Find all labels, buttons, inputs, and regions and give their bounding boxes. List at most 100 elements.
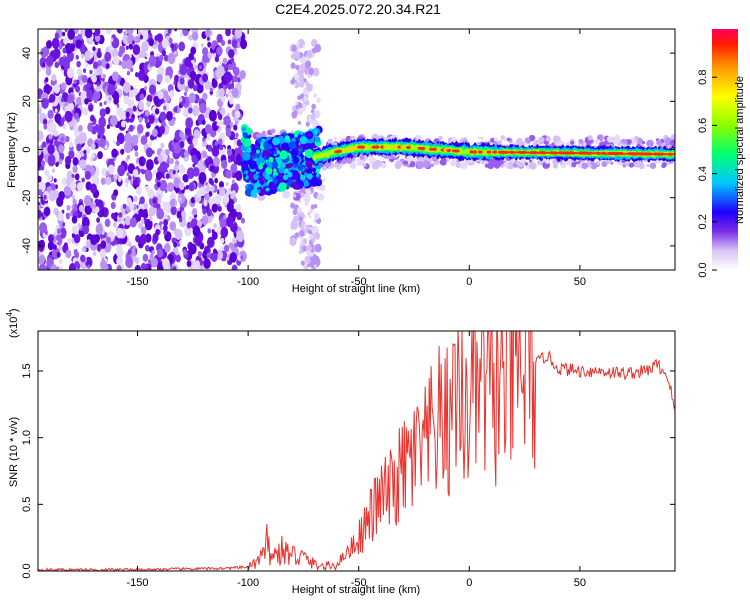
- heatmap-noise-blob: [135, 186, 142, 196]
- heatmap-noise-blob: [159, 179, 168, 192]
- heatmap-noise-blob: [84, 97, 89, 105]
- heatmap-noise-blob: [189, 243, 197, 255]
- heatmap-noise-blob: [100, 240, 107, 249]
- heatmap-column-blob: [307, 263, 311, 268]
- heatmap-cloud-blob: [256, 189, 261, 194]
- heatmap-noise-blob: [165, 111, 173, 121]
- heatmap-halo-blob: [459, 161, 468, 170]
- heatmap-cloud-blob: [296, 179, 305, 189]
- heatmap-noise-blob: [38, 145, 42, 156]
- heatmap-cloud-blob: [299, 136, 307, 145]
- heatmap-noise-blob: [78, 124, 83, 132]
- heatmap-noise-blob: [191, 105, 200, 117]
- heatmap-column-blob: [305, 224, 311, 231]
- heatmap-cloud-blob: [278, 182, 287, 192]
- heatmap-noise-blob: [148, 84, 157, 95]
- heatmap-noise-blob: [235, 103, 241, 112]
- heatmap-noise-blob: [112, 55, 120, 66]
- heatmap-noise-blob: [95, 84, 101, 93]
- heatmap-noise-blob: [132, 177, 139, 186]
- heatmap-noise-blob: [191, 31, 199, 41]
- heatmap-column-blob: [294, 232, 300, 238]
- heatmap-cloud-blob: [266, 161, 270, 166]
- heatmap-core-blob: [337, 149, 342, 153]
- heatmap-noise-blob: [149, 253, 154, 260]
- heatmap-noise-blob: [145, 121, 151, 129]
- heatmap-noise-blob: [181, 210, 187, 218]
- heatmap-noise-blob: [211, 229, 215, 234]
- heatmap-noise-blob: [57, 228, 62, 235]
- heatmap-noise-blob: [194, 260, 200, 268]
- heatmap-noise-blob: [234, 120, 238, 126]
- heatmap-noise-blob: [71, 194, 76, 200]
- snr-y-tick-label: 0.5: [21, 497, 33, 512]
- heatmap-noise-blob: [193, 129, 201, 139]
- heatmap-noise-blob: [60, 227, 66, 234]
- heatmap-noise-blob: [134, 35, 140, 44]
- heatmap-noise-blob: [151, 257, 159, 268]
- heatmap-halo-blob: [493, 137, 499, 142]
- heatmap-noise-blob: [157, 198, 162, 205]
- heatmap-noise-blob: [43, 194, 47, 200]
- heatmap-noise-blob: [154, 35, 159, 41]
- heatmap-noise-blob: [140, 226, 147, 235]
- heatmap-column-blob: [299, 80, 305, 88]
- heatmap-noise-blob: [136, 124, 144, 134]
- heatmap-noise-blob: [138, 222, 143, 230]
- heatmap-noise-blob: [227, 39, 232, 45]
- heatmap-core-blob: [477, 150, 483, 154]
- heatmap-noise-blob: [111, 71, 119, 82]
- heatmap-noise-blob: [94, 29, 101, 37]
- heatmap-noise-blob: [104, 51, 112, 62]
- heatmap-noise-blob: [38, 222, 48, 234]
- heatmap-noise-blob: [225, 93, 229, 98]
- heatmap-noise-blob: [138, 101, 145, 111]
- heatmap-noise-blob: [126, 172, 130, 177]
- heatmap-halo-blob: [450, 136, 458, 144]
- colorbar-tick-label: 0.4: [697, 166, 709, 181]
- heatmap-halo-blob: [380, 163, 387, 169]
- heatmap-noise-blob: [96, 124, 105, 137]
- heatmap-noise-blob: [230, 57, 235, 63]
- heatmap-noise-blob: [192, 84, 198, 92]
- heatmap-noise-blob: [148, 141, 153, 146]
- heatmap-halo-blob: [270, 128, 276, 134]
- heatmap-noise-blob: [235, 132, 239, 138]
- heatmap-noise-blob: [129, 124, 134, 132]
- heatmap-halo-blob: [561, 163, 567, 169]
- heatmap-noise-blob: [152, 197, 157, 204]
- heatmap-column-blob: [293, 50, 300, 60]
- spectrogram-y-ticks: -40 -20 0 20 40: [21, 47, 675, 254]
- heatmap-halo-blob: [620, 138, 626, 144]
- heatmap-noise-blob: [61, 82, 67, 90]
- heatmap-noise-blob: [64, 106, 68, 111]
- heatmap-halo-blob: [455, 162, 462, 169]
- heatmap-noise-blob: [46, 40, 53, 49]
- heatmap-column-blob: [296, 207, 302, 214]
- heatmap-noise-blob: [157, 193, 162, 200]
- heatmap-halo-blob: [545, 136, 551, 142]
- heatmap-noise-blob: [144, 85, 148, 91]
- heatmap-column-blob: [290, 62, 296, 69]
- heatmap-noise-blob: [173, 81, 177, 86]
- spectrogram-x-tick-label: -50: [351, 276, 367, 288]
- heatmap-halo-blob: [503, 162, 509, 168]
- heatmap-column-blob: [298, 216, 303, 222]
- heatmap-noise-blob: [115, 227, 124, 239]
- heatmap-noise-blob: [171, 141, 175, 146]
- heatmap-halo-blob: [321, 165, 327, 171]
- snr-y-tick-label: 0.0: [21, 563, 33, 578]
- heatmap-column-blob: [289, 237, 297, 247]
- heatmap-halo-blob: [477, 136, 481, 140]
- heatmap-noise-blob: [179, 240, 182, 245]
- heatmap-noise-blob: [38, 254, 46, 265]
- heatmap-noise-blob: [223, 194, 230, 204]
- heatmap-noise-blob: [74, 112, 79, 120]
- heatmap-noise-blob: [92, 46, 96, 52]
- heatmap-noise-blob: [192, 137, 198, 146]
- heatmap-halo-blob: [552, 135, 560, 143]
- heatmap-noise-blob: [204, 192, 210, 201]
- heatmap-noise-blob: [190, 196, 196, 204]
- heatmap-noise-blob: [47, 143, 55, 155]
